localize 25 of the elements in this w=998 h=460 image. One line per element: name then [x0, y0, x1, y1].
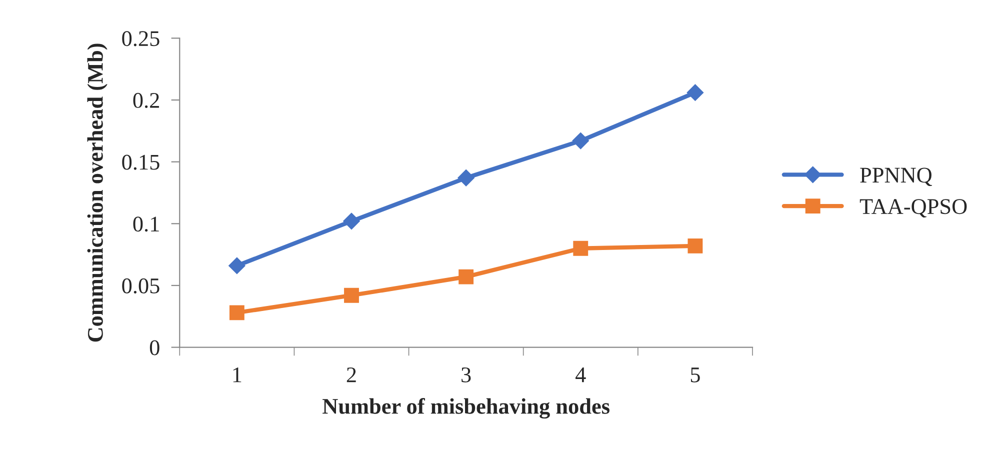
point — [458, 170, 474, 186]
x-axis-title: Number of misbehaving nodes — [322, 398, 610, 419]
y-tick-label: 0.2 — [133, 92, 159, 108]
y-tick-label: 0.15 — [122, 154, 160, 170]
y-axis-title: Communication overhead (Mb) — [87, 44, 108, 342]
point — [344, 288, 359, 303]
point — [229, 305, 244, 320]
x-tick-label: 1 — [233, 367, 242, 382]
x-tick-label: 5 — [690, 368, 700, 382]
x-tick-label: 2 — [346, 367, 356, 382]
y-tick-label: 0.1 — [133, 216, 159, 232]
point — [573, 240, 588, 256]
point — [688, 238, 703, 254]
point — [228, 257, 246, 274]
point — [343, 212, 360, 230]
point — [686, 84, 704, 101]
legend-label: PPNNQ — [860, 168, 932, 186]
point — [458, 269, 474, 284]
x-tick-label: 3 — [462, 367, 471, 382]
y-tick-label: 0.25 — [122, 31, 160, 46]
x-tick-label: 4 — [576, 368, 586, 382]
point — [572, 132, 590, 150]
y-tick-label: 0 — [150, 340, 160, 356]
legend-label: TAA-QPSO — [860, 199, 967, 218]
y-tick-label: 0.05 — [122, 278, 160, 294]
